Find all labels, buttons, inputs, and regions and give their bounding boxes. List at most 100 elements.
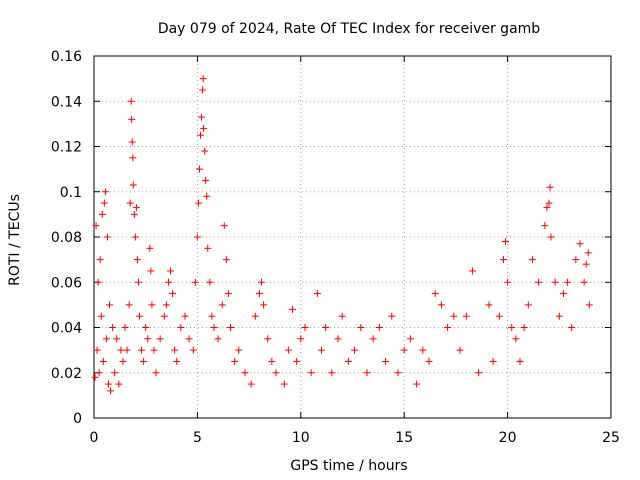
- data-point: [468, 267, 476, 275]
- data-point: [206, 278, 214, 286]
- data-point: [268, 357, 276, 365]
- data-point: [133, 256, 141, 264]
- data-point: [585, 301, 593, 309]
- y-tick-label: 0.06: [51, 275, 82, 291]
- data-point: [126, 199, 134, 207]
- y-tick-label: 0.12: [51, 140, 82, 156]
- data-point: [132, 204, 140, 212]
- data-point: [197, 131, 205, 139]
- data-point: [437, 301, 445, 309]
- data-point: [431, 290, 439, 298]
- data-point: [388, 312, 396, 320]
- data-point: [106, 301, 114, 309]
- data-point: [201, 147, 209, 155]
- data-point: [502, 238, 510, 246]
- data-point: [328, 369, 336, 377]
- data-point: [307, 369, 315, 377]
- data-point: [247, 380, 255, 388]
- data-point: [363, 369, 371, 377]
- y-tick-label: 0.1: [60, 185, 82, 201]
- data-point: [214, 335, 222, 343]
- data-point: [204, 244, 212, 252]
- data-point: [547, 233, 555, 241]
- data-point: [499, 256, 507, 264]
- data-point: [222, 256, 230, 264]
- data-point: [210, 324, 218, 331]
- data-point: [545, 199, 553, 207]
- data-point: [167, 267, 175, 275]
- y-tick-label: 0.02: [51, 366, 82, 382]
- data-point: [301, 324, 309, 331]
- data-point: [109, 324, 117, 331]
- data-point: [134, 278, 142, 286]
- data-point: [555, 312, 563, 320]
- data-point: [97, 312, 105, 320]
- data-point: [313, 290, 321, 298]
- data-point: [202, 176, 210, 184]
- data-point: [475, 369, 483, 377]
- data-point: [226, 324, 234, 331]
- data-point: [152, 369, 160, 377]
- data-point: [115, 380, 123, 388]
- data-point: [394, 369, 402, 377]
- data-point: [485, 301, 493, 309]
- data-point: [528, 256, 536, 264]
- y-tick-label: 0.16: [51, 49, 82, 65]
- data-point: [289, 305, 297, 313]
- data-point: [520, 324, 528, 331]
- data-point: [121, 324, 129, 331]
- data-point: [584, 249, 592, 257]
- data-point: [117, 346, 125, 354]
- data-point: [317, 346, 325, 354]
- data-point: [185, 335, 193, 343]
- data-point: [138, 346, 146, 354]
- data-point: [198, 113, 206, 121]
- data-point: [334, 335, 342, 343]
- data-point: [546, 183, 554, 191]
- data-point: [148, 301, 156, 309]
- data-point: [156, 335, 164, 343]
- data-point: [135, 312, 143, 320]
- data-point: [535, 278, 543, 286]
- data-point: [91, 373, 99, 381]
- x-tick-label: 10: [292, 430, 310, 446]
- data-point: [260, 301, 268, 309]
- data-point: [504, 278, 512, 286]
- data-point: [255, 290, 263, 298]
- data-point: [551, 278, 559, 286]
- y-tick-label: 0.08: [51, 230, 82, 246]
- data-point: [164, 278, 172, 286]
- data-point: [576, 240, 584, 248]
- data-point: [96, 256, 104, 264]
- data-point: [524, 301, 532, 309]
- y-tick-label: 0.14: [51, 94, 82, 110]
- data-point: [512, 335, 520, 343]
- data-point: [119, 357, 127, 365]
- data-point: [194, 199, 202, 207]
- data-point: [450, 312, 458, 320]
- data-point: [171, 346, 179, 354]
- plot-frame: [93, 55, 612, 419]
- data-point: [193, 233, 201, 241]
- data-point: [580, 278, 588, 286]
- data-point: [251, 312, 259, 320]
- data-point: [508, 324, 516, 331]
- data-point: [113, 335, 121, 343]
- data-point: [489, 357, 497, 365]
- x-tick-label: 15: [395, 430, 413, 446]
- data-point: [131, 233, 139, 241]
- data-point: [235, 346, 243, 354]
- data-point: [572, 256, 580, 264]
- data-point: [199, 75, 207, 83]
- data-point: [419, 346, 427, 354]
- data-point: [173, 357, 181, 365]
- data-point: [107, 387, 115, 395]
- data-point: [220, 222, 228, 230]
- data-point: [272, 369, 280, 377]
- data-point: [146, 244, 154, 252]
- data-point: [128, 138, 136, 146]
- data-point: [191, 278, 199, 286]
- data-point: [559, 290, 567, 298]
- data-point: [98, 210, 106, 218]
